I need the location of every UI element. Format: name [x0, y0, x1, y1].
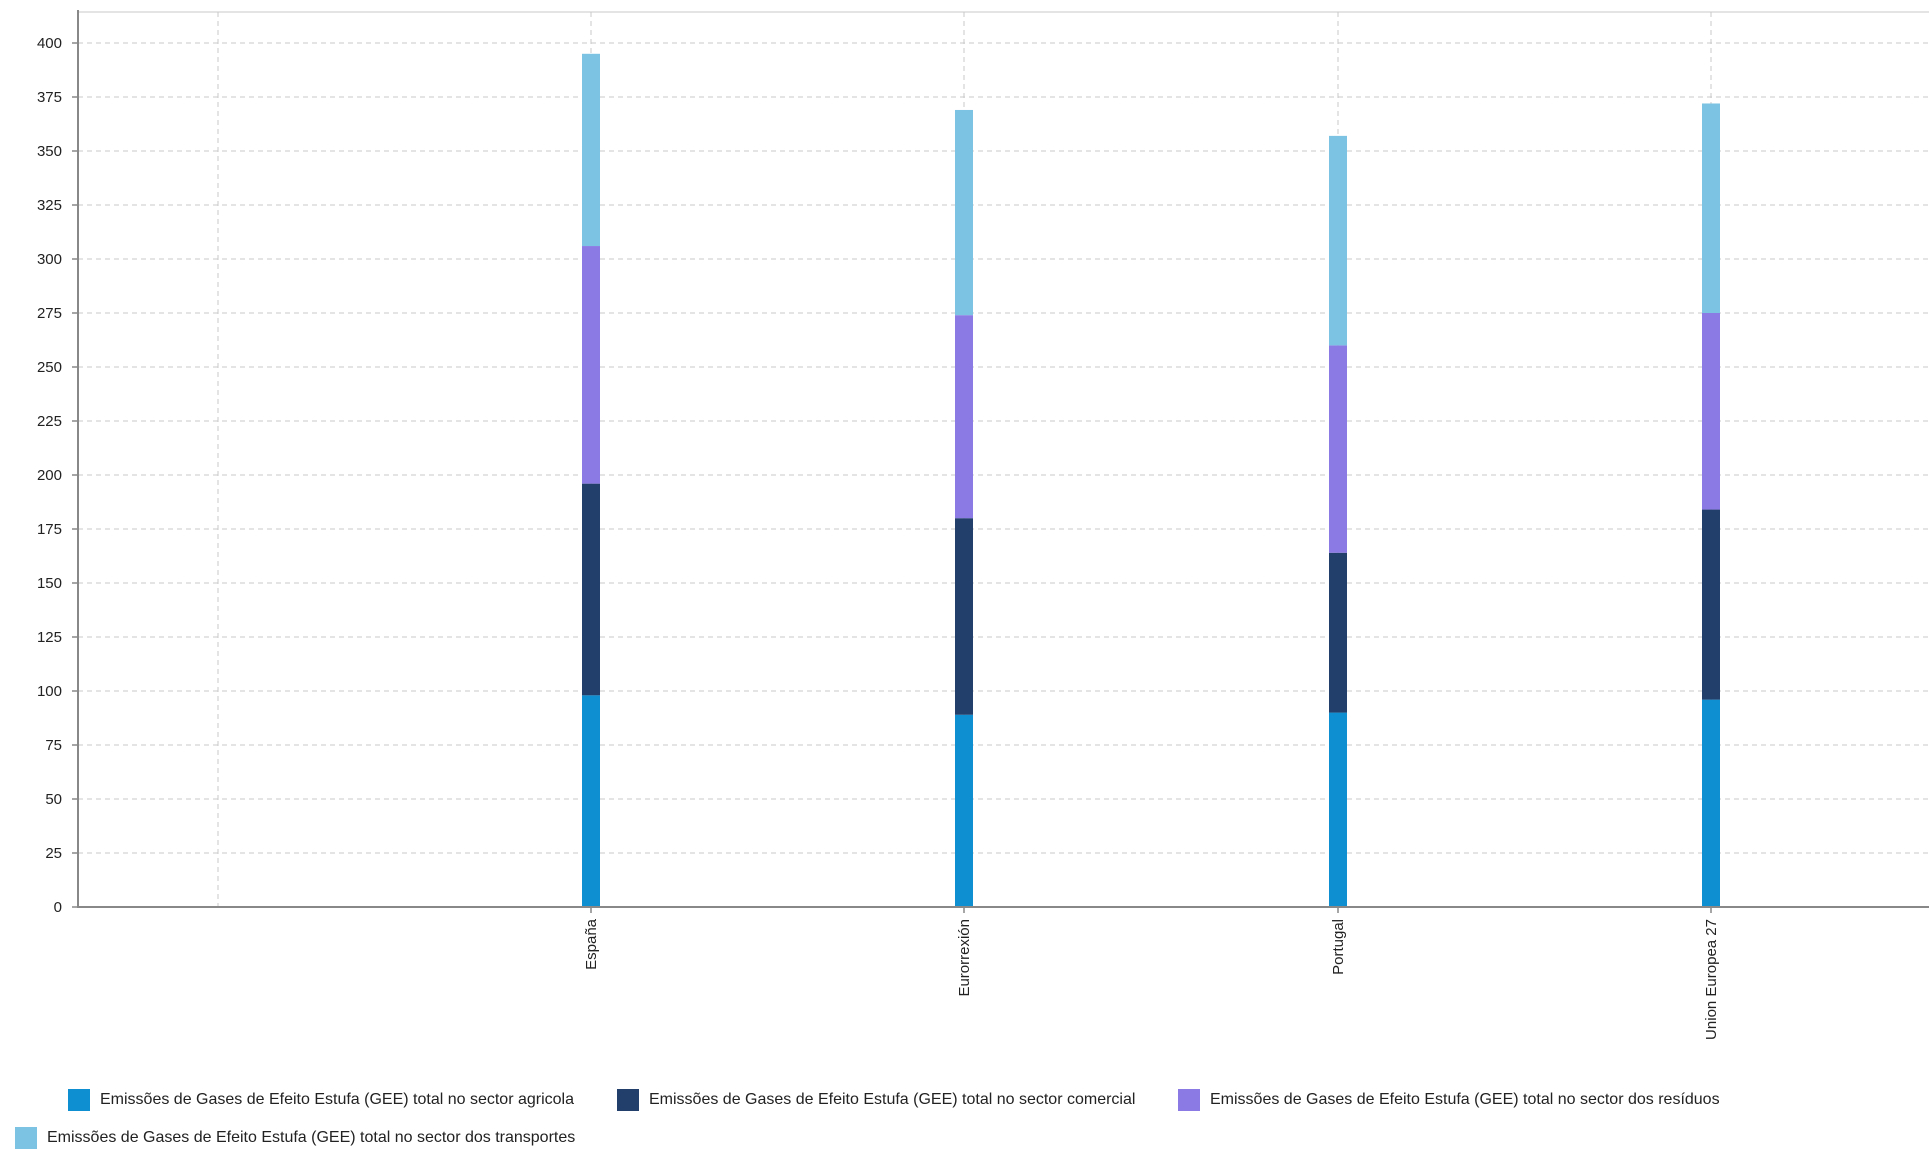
legend-item[interactable]: Emissões de Gases de Efeito Estufa (GEE)…	[15, 1126, 575, 1150]
bar-segment[interactable]	[1329, 345, 1347, 553]
bar-stacks	[582, 53, 1720, 907]
bar-segment[interactable]	[1329, 552, 1347, 713]
y-tick-label: 225	[37, 413, 62, 430]
y-tick-label: 175	[37, 521, 62, 538]
y-tick-label: 400	[37, 35, 62, 52]
legend-swatch	[15, 1127, 37, 1149]
y-tick-label: 350	[37, 143, 62, 160]
y-tick-label: 25	[45, 845, 62, 862]
bar-segment[interactable]	[955, 518, 973, 715]
y-tick-label: 375	[37, 89, 62, 106]
legend-swatch	[1178, 1089, 1200, 1111]
x-category-label: España	[583, 918, 600, 970]
legend-swatch	[617, 1089, 639, 1111]
legend-label: Emissões de Gases de Efeito Estufa (GEE)…	[100, 1091, 574, 1108]
bar-segment[interactable]	[1702, 699, 1720, 907]
bar-segment[interactable]	[582, 695, 600, 907]
legend-swatch	[68, 1089, 90, 1111]
axes	[77, 10, 1929, 908]
legend-item[interactable]: Emissões de Gases de Efeito Estufa (GEE)…	[617, 1088, 1135, 1112]
bar-segment[interactable]	[955, 109, 973, 316]
y-tick-label: 200	[37, 467, 62, 484]
x-category-label: Eurorrexión	[956, 919, 973, 997]
legend-label: Emissões de Gases de Efeito Estufa (GEE)…	[47, 1129, 576, 1146]
y-tick-label: 75	[45, 737, 62, 754]
x-category-label: Union Europea 27	[1703, 919, 1720, 1040]
legend-item[interactable]: Emissões de Gases de Efeito Estufa (GEE)…	[68, 1088, 574, 1112]
y-tick-label: 100	[37, 683, 62, 700]
x-category-label: Portugal	[1330, 919, 1347, 975]
y-tick-label: 275	[37, 305, 62, 322]
y-tick-label: 250	[37, 359, 62, 376]
bar-segment[interactable]	[1702, 103, 1720, 313]
bar-segment[interactable]	[1702, 313, 1720, 510]
bar-segment[interactable]	[955, 714, 973, 907]
y-tick-label: 325	[37, 197, 62, 214]
y-tick-label: 50	[45, 791, 62, 808]
legend-item[interactable]: Emissões de Gases de Efeito Estufa (GEE)…	[1178, 1088, 1720, 1112]
bar-segment[interactable]	[582, 53, 600, 247]
bar-segment[interactable]	[955, 315, 973, 519]
bar-segment[interactable]	[582, 483, 600, 696]
bar-segment[interactable]	[582, 246, 600, 484]
y-tick-label: 300	[37, 251, 62, 268]
bar-segment[interactable]	[1329, 712, 1347, 907]
y-tick-label: 125	[37, 629, 62, 646]
x-axis-ticks: España Eurorrexión Portugal Union Europea 2…	[583, 907, 1720, 1040]
y-tick-label: 150	[37, 575, 62, 592]
bar-segment[interactable]	[1329, 135, 1347, 346]
stacked-bar-chart: 0 25 50 75 100 125 150 175 200 225 250 275 300 325 350…	[37, 10, 1929, 1040]
legend-label: Emissões de Gases de Efeito Estufa (GEE)…	[649, 1091, 1136, 1108]
legend-label: Emissões de Gases de Efeito Estufa (GEE)…	[1210, 1091, 1720, 1108]
y-tick-label: 0	[54, 899, 62, 916]
bar-segment[interactable]	[1702, 509, 1720, 700]
grid-lines	[78, 11, 1929, 907]
y-axis-ticks: 0 25 50 75 100 125 150 175 200 225 250 275 300 325 350…	[37, 35, 78, 916]
